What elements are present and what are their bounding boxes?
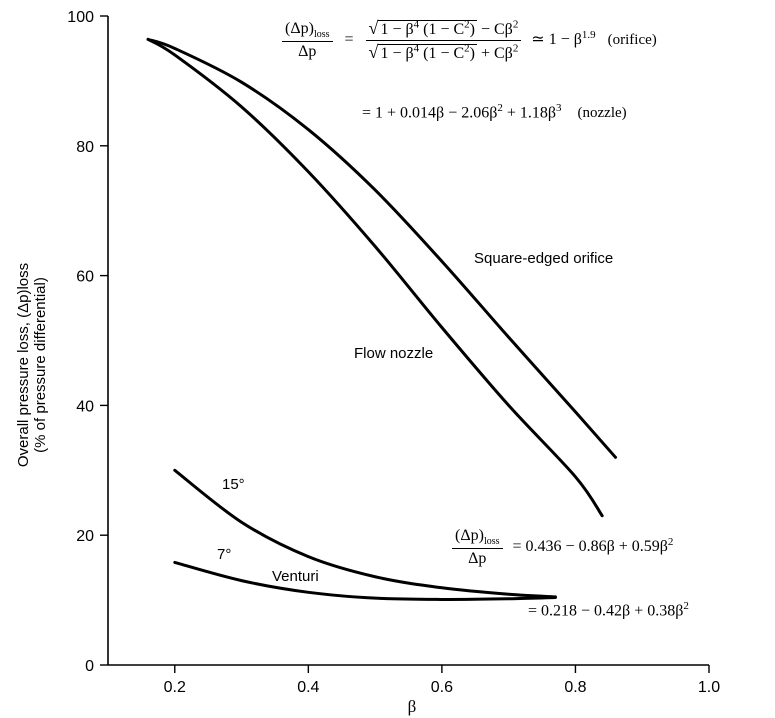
y-tick-label: 40 <box>76 398 94 415</box>
venturi-7-equation: = 0.218 − 0.42β + 0.38β2 <box>528 600 689 620</box>
axes <box>107 16 709 666</box>
y-axis-label-line1: Overall pressure loss, (Δp)loss <box>15 263 32 467</box>
series-line-flow-nozzle <box>146 37 604 518</box>
y-tick-label: 100 <box>67 9 94 26</box>
lhs-fraction: (Δp)loss Δp <box>282 20 333 61</box>
y-axis-label: Overall pressure loss, (Δp)loss (% of pr… <box>15 263 49 467</box>
series-line-15 <box>173 468 557 599</box>
svg-text:(% of pressure differential): (% of pressure differential) <box>32 277 49 453</box>
nozzle-series-label: Flow nozzle <box>354 345 434 362</box>
x-tick-label: 0.6 <box>431 679 453 696</box>
y-tick-label: 60 <box>76 269 94 286</box>
orifice-rhs-fraction: √ 1 − β4 (1 − C2) − Cβ2 √ 1 − β4 (1 − C2) … <box>365 18 522 63</box>
venturi-15-equation: (Δp)loss Δp = 0.436 − 0.86β + 0.59β2 <box>452 527 673 568</box>
orifice-equation: (Δp)loss Δp = √ 1 − β4 (1 − C2) − Cβ2 √ 1 … <box>282 18 657 63</box>
x-tick-label: 0.2 <box>164 679 186 696</box>
y-tick-label: 20 <box>76 528 94 545</box>
angle-15-label: 15° <box>222 476 245 493</box>
svg-text:Overall pressure loss, (Δp)los: Overall pressure loss, (Δp)loss <box>15 263 32 467</box>
x-tick-label: 0.4 <box>297 679 319 696</box>
series-line-square-edged-orifice <box>146 37 618 459</box>
orifice-series-label: Square-edged orifice <box>474 250 614 267</box>
venturi-label: Venturi <box>272 568 319 585</box>
x-tick-label: 0.8 <box>564 679 586 696</box>
series-lines <box>146 37 618 601</box>
x-axis-label: β <box>408 697 417 716</box>
x-tick-label: 1.0 <box>698 679 720 696</box>
angle-7-label: 7° <box>217 546 232 563</box>
venturi-lhs-fraction: (Δp)loss Δp <box>452 527 503 568</box>
nozzle-equation: = 1 + 0.014β − 2.06β2 + 1.18β3 (nozzle) <box>362 102 627 122</box>
ticks: 0.2 0.4 0.6 0.8 1.0 0 20 40 60 80 100 <box>67 9 720 696</box>
y-tick-label: 80 <box>76 139 94 156</box>
series-line-7 <box>173 560 557 601</box>
y-axis-label-line2: (% of pressure differential) <box>32 277 49 453</box>
y-tick-label: 0 <box>85 658 94 675</box>
